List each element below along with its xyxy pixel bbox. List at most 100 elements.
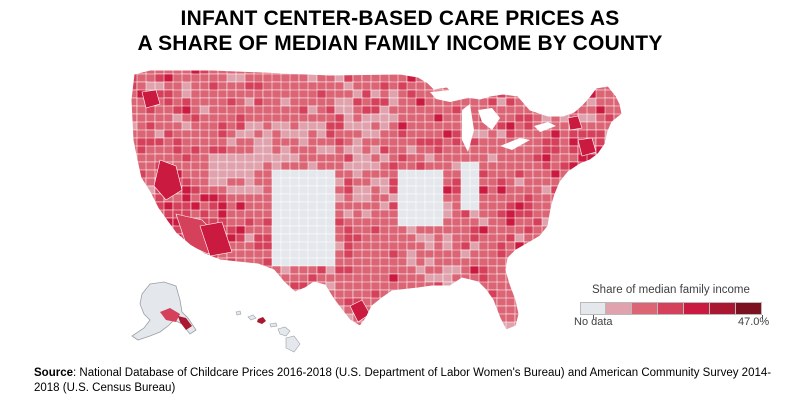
county-cell (505, 113, 516, 123)
county-cell (253, 89, 264, 100)
county-cell (226, 273, 239, 284)
county-cell (433, 329, 444, 330)
county-cell (244, 193, 255, 204)
county-cell (523, 73, 536, 83)
county-cell (307, 265, 318, 275)
county-cell (505, 329, 516, 330)
county-cell (523, 241, 536, 252)
county-cell (226, 153, 237, 164)
county-cell (397, 249, 409, 260)
county-cell (253, 121, 265, 132)
county-cell (406, 217, 418, 227)
county-cell (397, 321, 408, 330)
county-cell (586, 97, 598, 108)
county-cell (208, 193, 220, 203)
county-cell (469, 297, 481, 308)
county-cell (154, 201, 166, 212)
county-cell (406, 201, 417, 212)
county-cell (136, 169, 148, 180)
county-cell (217, 145, 228, 155)
county-cell (496, 73, 507, 83)
county-cell (361, 89, 372, 100)
county-cell (208, 89, 219, 99)
county-cell (478, 313, 491, 323)
county-cell (541, 305, 554, 316)
county-cell (208, 201, 219, 212)
county-cell (541, 217, 552, 228)
county-cell (469, 73, 480, 83)
county-cell (478, 297, 489, 307)
county-cell (568, 185, 579, 195)
county-cell (253, 137, 264, 148)
county-cell (487, 273, 499, 284)
county-cell (235, 185, 246, 196)
county-cell (190, 297, 203, 308)
county-cell (613, 233, 622, 244)
county-cell (559, 121, 570, 131)
county-cell (226, 289, 237, 300)
county-cell (253, 273, 266, 284)
county-cell (568, 209, 581, 219)
county-cell (433, 169, 445, 179)
county-cell (487, 225, 498, 236)
county-cell (623, 138, 634, 146)
county-cell (244, 145, 255, 155)
county-cell (568, 177, 579, 188)
county-cell (131, 241, 138, 251)
county-cell (559, 297, 570, 307)
county-cell (163, 249, 174, 259)
county-cell (568, 70, 580, 75)
county-cell (568, 249, 580, 259)
county-cell (424, 121, 436, 132)
county-cell (271, 233, 282, 243)
county-cell (469, 70, 480, 75)
county-cell (298, 297, 309, 308)
county-cell (307, 177, 318, 187)
county-cell (451, 113, 462, 123)
county-cell (442, 161, 454, 172)
county-cell (496, 161, 508, 172)
legend-tick-min (593, 315, 594, 319)
county-cell (550, 289, 561, 299)
county-cell (623, 186, 633, 195)
county-cell (433, 217, 445, 227)
county-cell (226, 209, 237, 219)
county-cell (316, 121, 328, 131)
county-cell (514, 105, 525, 116)
county-cell (514, 257, 527, 267)
county-cell (496, 121, 507, 131)
county-cell (514, 209, 526, 219)
county-cell (532, 185, 544, 196)
county-cell (442, 201, 453, 212)
county-cell (190, 209, 202, 219)
county-cell (361, 321, 374, 330)
county-cell (505, 177, 516, 188)
county-cell (379, 241, 391, 251)
county-cell (298, 177, 310, 187)
county-cell (604, 113, 615, 123)
legend-swatch-3 (632, 302, 658, 315)
county-cell (280, 89, 292, 100)
county-cell (343, 321, 355, 330)
county-cell (469, 193, 480, 203)
county-cell (325, 177, 336, 187)
county-cell (415, 81, 426, 92)
county-cell (145, 249, 157, 260)
county-cell (325, 145, 336, 155)
county-cell (451, 313, 464, 324)
great-lakes (430, 90, 556, 152)
county-cell (514, 329, 527, 330)
county-cell (388, 313, 401, 324)
county-cell (478, 329, 491, 330)
county-cell (541, 97, 552, 108)
county-cell (442, 289, 453, 300)
county-cell (217, 89, 228, 99)
county-cell (424, 265, 436, 276)
county-cell (623, 250, 634, 258)
county-cell (550, 89, 563, 99)
county-cell (199, 289, 210, 299)
county-cell (442, 81, 453, 92)
county-cell (424, 105, 436, 116)
county-cell (244, 73, 256, 83)
county-cell (604, 225, 617, 235)
